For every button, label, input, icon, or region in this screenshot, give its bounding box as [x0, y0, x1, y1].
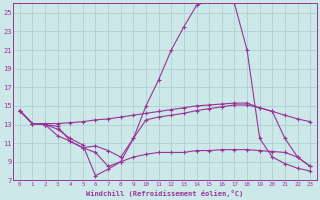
X-axis label: Windchill (Refroidissement éolien,°C): Windchill (Refroidissement éolien,°C) — [86, 190, 244, 197]
